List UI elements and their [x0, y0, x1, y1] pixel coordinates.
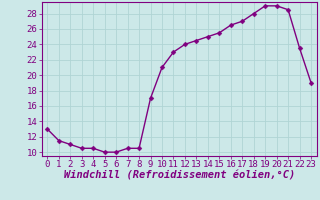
X-axis label: Windchill (Refroidissement éolien,°C): Windchill (Refroidissement éolien,°C) — [64, 171, 295, 181]
